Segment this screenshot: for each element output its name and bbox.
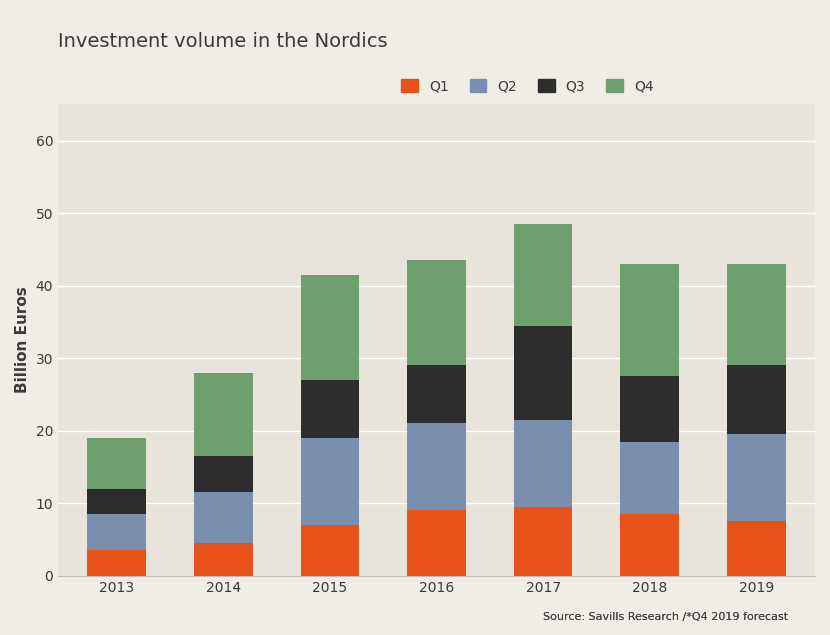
Bar [621, 441, 679, 514]
Bar [194, 373, 252, 456]
Text: Source: Savills Research /*Q4 2019 forecast: Source: Savills Research /*Q4 2019 forec… [544, 612, 788, 622]
Bar [727, 434, 786, 521]
Text: Source: Savills Research /*Q4 2019 forecast: Source: Savills Research /*Q4 2019 forec… [544, 612, 788, 622]
Bar [87, 551, 146, 576]
Bar [621, 264, 679, 377]
Bar [621, 514, 679, 576]
Bar [194, 543, 252, 576]
Bar [300, 438, 359, 525]
Bar [514, 420, 573, 507]
Bar [300, 525, 359, 576]
Bar [194, 492, 252, 543]
Bar [514, 224, 573, 326]
Bar [514, 507, 573, 576]
Y-axis label: Billion Euros: Billion Euros [15, 286, 30, 394]
Bar [87, 514, 146, 551]
Text: Investment volume in the Nordics: Investment volume in the Nordics [58, 32, 388, 51]
Bar [408, 424, 466, 511]
Bar [727, 521, 786, 576]
Bar [727, 264, 786, 365]
Bar [621, 377, 679, 441]
Bar [87, 489, 146, 514]
Bar [514, 326, 573, 420]
Bar [300, 380, 359, 438]
Bar [727, 365, 786, 434]
Bar [408, 511, 466, 576]
Bar [300, 275, 359, 380]
Bar [87, 438, 146, 489]
Bar [408, 260, 466, 365]
Legend: Q1, Q2, Q3, Q4: Q1, Q2, Q3, Q4 [396, 74, 659, 98]
Bar [194, 456, 252, 492]
Bar [408, 365, 466, 424]
